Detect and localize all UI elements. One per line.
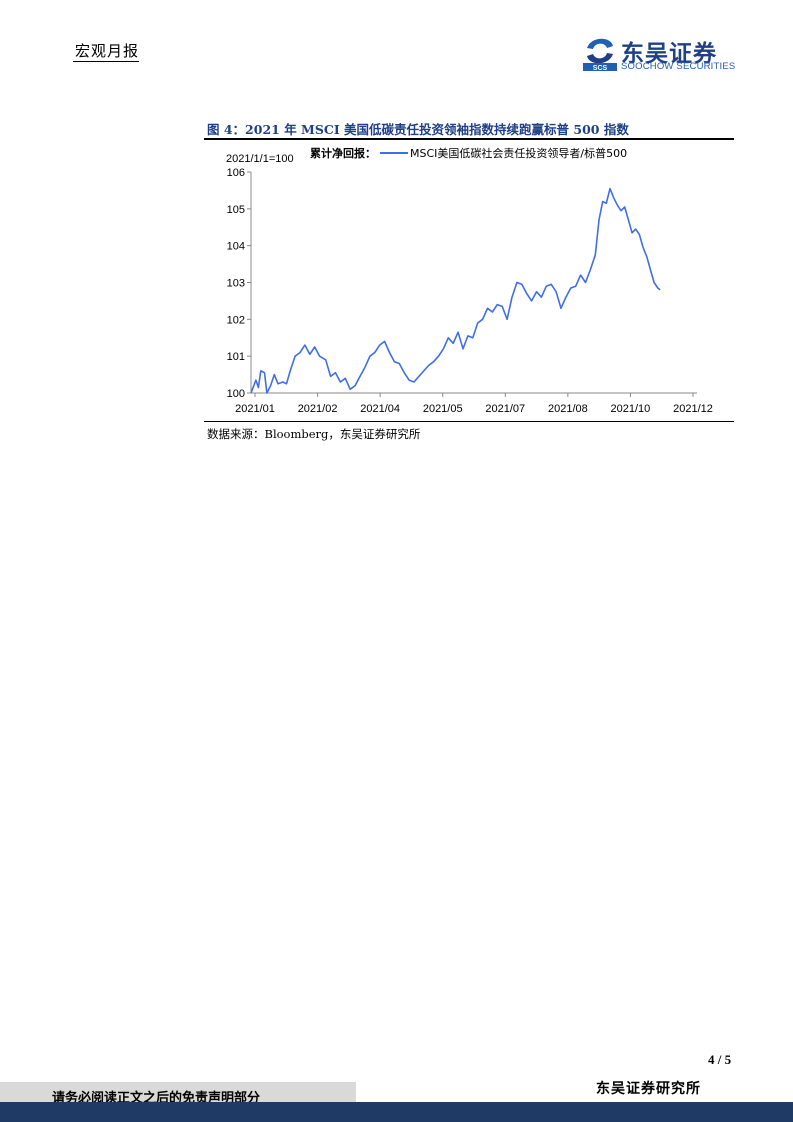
x-tick-label: 2021/02 <box>298 403 338 415</box>
x-tick-label: 2021/10 <box>611 403 651 415</box>
logo-english-name: SOOCHOW SECURITIES <box>621 61 736 72</box>
y-tick-label: 105 <box>227 204 245 216</box>
footer-organization: 东吴证券研究所 <box>596 1081 701 1097</box>
footer-bar <box>0 1102 793 1122</box>
x-tick-label: 2021/04 <box>360 403 400 415</box>
figure-bottom-rule <box>204 421 734 422</box>
figure-source: 数据来源：Bloomberg，东吴证券研究所 <box>207 427 421 441</box>
header-underline <box>73 61 139 62</box>
y-tick-label: 100 <box>227 388 245 400</box>
x-tick-label: 2021/12 <box>673 403 713 415</box>
figure-title: 图 4：2021 年 MSCI 美国低碳责任投资领袖指数持续跑赢标普 500 指… <box>207 122 629 137</box>
logo-mark-text: SCS <box>593 65 608 72</box>
line-chart: 2021/1/1=100 累计净回报： MSCI美国低碳社会责任投资领导者/标普… <box>226 146 713 415</box>
y-tick-label: 106 <box>227 167 245 179</box>
logo-mark-icon: SCS <box>583 38 617 72</box>
y-tick-label: 102 <box>227 314 245 326</box>
figure-top-rule <box>204 138 734 140</box>
x-tick-label: 2021/05 <box>423 403 463 415</box>
x-tick-label: 2021/01 <box>235 403 275 415</box>
y-tick-label: 104 <box>227 241 245 253</box>
page-number: 4 / 5 <box>708 1052 732 1067</box>
legend-series-label: MSCI美国低碳社会责任投资领导者/标普500 <box>410 146 627 160</box>
logo-chinese-name: 东吴证券 <box>621 41 717 67</box>
x-tick-label: 2021/08 <box>548 403 588 415</box>
series-line <box>250 187 661 394</box>
y-tick-label: 103 <box>227 278 245 290</box>
company-logo: SCS 东吴证券 SOOCHOW SECURITIES <box>581 34 741 74</box>
x-tick-label: 2021/07 <box>485 403 525 415</box>
chart-base-note: 2021/1/1=100 <box>226 153 294 165</box>
legend-prefix: 累计净回报： <box>310 146 376 160</box>
y-tick-label: 101 <box>227 351 245 363</box>
report-type: 宏观月报 <box>75 42 140 60</box>
